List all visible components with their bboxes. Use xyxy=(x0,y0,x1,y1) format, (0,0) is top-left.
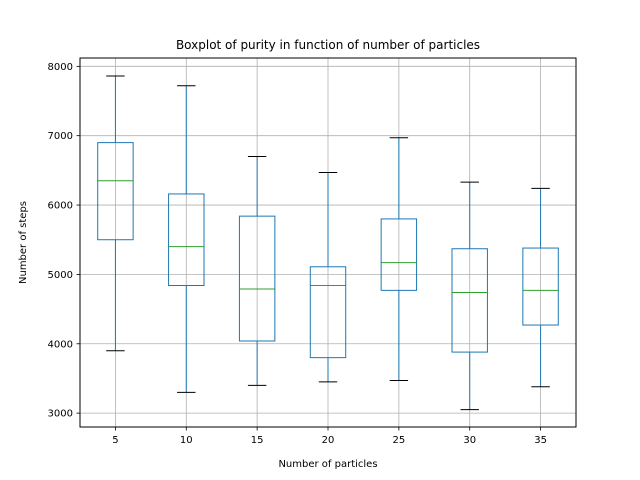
iqr-box xyxy=(380,218,418,291)
y-tick-label: 7000 xyxy=(48,131,73,142)
box-25 xyxy=(380,137,418,382)
x-tick-label: 35 xyxy=(534,435,547,446)
box-35 xyxy=(522,187,559,388)
boxes-group xyxy=(97,75,559,411)
iqr-box xyxy=(522,247,559,326)
iqr-box xyxy=(97,142,134,241)
y-tick-label: 6000 xyxy=(48,201,73,212)
chart-title: Boxplot of purity in function of number … xyxy=(176,38,480,52)
iqr-box xyxy=(451,248,488,353)
x-tick-label: 15 xyxy=(251,435,264,446)
iqr-box xyxy=(168,193,205,287)
box-5 xyxy=(97,75,134,352)
y-tick-label: 5000 xyxy=(48,270,73,281)
x-tick-label: 25 xyxy=(392,435,405,446)
box-15 xyxy=(238,155,276,386)
x-tick-label: 30 xyxy=(463,435,476,446)
iqr-box xyxy=(238,215,276,342)
x-tick-label: 20 xyxy=(322,435,335,446)
y-tick-label: 3000 xyxy=(48,409,73,420)
y-tick-label: 8000 xyxy=(48,62,73,73)
ticks-group: 5 10 15 20 25 30 35 3000 4000 5000 6000 7000 8000 xyxy=(48,62,547,446)
x-tick-label: 10 xyxy=(180,435,193,446)
y-axis-label: Number of steps xyxy=(18,201,29,284)
x-axis-label: Number of particles xyxy=(278,459,377,470)
box-10 xyxy=(168,85,205,393)
box-30 xyxy=(451,181,488,411)
box-20 xyxy=(309,171,347,383)
y-tick-label: 4000 xyxy=(48,339,73,350)
iqr-box xyxy=(309,266,347,359)
x-tick-label: 5 xyxy=(112,435,118,446)
